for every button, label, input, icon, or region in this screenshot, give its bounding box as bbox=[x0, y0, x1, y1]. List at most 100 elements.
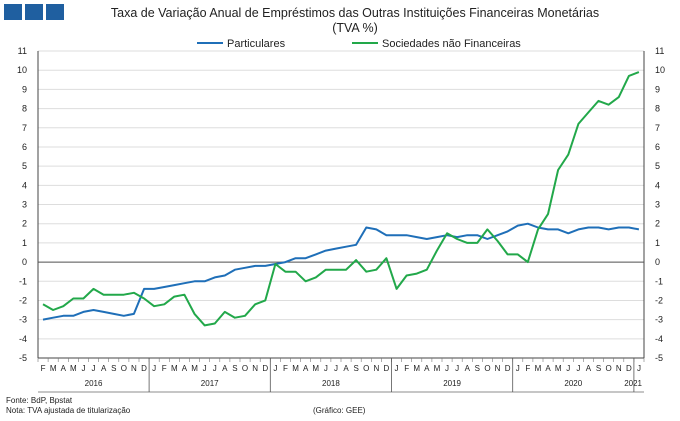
x-tick-label: M bbox=[535, 364, 542, 373]
x-tick-label: M bbox=[70, 364, 77, 373]
x-tick-label: M bbox=[413, 364, 420, 373]
y-tick-label-right: 7 bbox=[655, 123, 660, 133]
x-tick-label: N bbox=[252, 364, 258, 373]
x-tick-label: O bbox=[242, 364, 248, 373]
x-tick-label: D bbox=[626, 364, 632, 373]
series-line bbox=[42, 222, 640, 321]
x-tick-label: D bbox=[141, 364, 147, 373]
x-tick-label: J bbox=[637, 364, 641, 373]
x-tick-label: F bbox=[162, 364, 167, 373]
x-tick-label: F bbox=[41, 364, 46, 373]
x-tick-label: A bbox=[343, 364, 349, 373]
x-tick-label: D bbox=[262, 364, 268, 373]
x-tick-label: J bbox=[81, 364, 85, 373]
y-tick-label-left: -3 bbox=[19, 315, 27, 325]
y-tick-label-left: 6 bbox=[22, 142, 27, 152]
year-label: 2021 bbox=[624, 379, 642, 388]
y-tick-label-right: 9 bbox=[655, 84, 660, 94]
y-tick-label-right: 11 bbox=[655, 46, 664, 56]
y-tick-label-left: 8 bbox=[22, 104, 27, 114]
x-tick-label: A bbox=[182, 364, 188, 373]
chart-subtitle: (TVA %) bbox=[332, 21, 378, 35]
year-label: 2016 bbox=[85, 379, 103, 388]
x-tick-label: M bbox=[50, 364, 57, 373]
y-tick-label-left: 2 bbox=[22, 219, 27, 229]
y-tick-label-right: 8 bbox=[655, 104, 660, 114]
x-tick-label: J bbox=[445, 364, 449, 373]
y-tick-label-left: 0 bbox=[22, 257, 27, 267]
x-tick-label: N bbox=[616, 364, 622, 373]
x-tick-label: D bbox=[505, 364, 511, 373]
x-tick-label: N bbox=[495, 364, 501, 373]
x-tick-label: J bbox=[395, 364, 399, 373]
x-tick-label: D bbox=[384, 364, 390, 373]
x-tick-label: A bbox=[545, 364, 551, 373]
year-label: 2020 bbox=[564, 379, 582, 388]
x-tick-label: A bbox=[303, 364, 309, 373]
x-tick-label: J bbox=[203, 364, 207, 373]
y-tick-label-right: 0 bbox=[655, 257, 660, 267]
x-tick-label: J bbox=[576, 364, 580, 373]
year-label: 2019 bbox=[443, 379, 461, 388]
y-tick-label-right: 4 bbox=[655, 180, 660, 190]
x-tick-label: J bbox=[334, 364, 338, 373]
footnote: Nota: TVA ajustada de titularização bbox=[6, 406, 131, 415]
x-tick-label: F bbox=[404, 364, 409, 373]
legend-label: Particulares bbox=[227, 38, 286, 50]
source-note: Fonte: BdP, Bpstat bbox=[6, 396, 73, 405]
y-tick-label-left: -4 bbox=[19, 334, 27, 344]
x-tick-label: S bbox=[596, 364, 601, 373]
brand-logo bbox=[4, 4, 64, 20]
x-tick-label: J bbox=[455, 364, 459, 373]
y-tick-label-left: 7 bbox=[22, 123, 27, 133]
y-tick-label-right: 6 bbox=[655, 142, 660, 152]
x-tick-label: A bbox=[101, 364, 107, 373]
year-label: 2017 bbox=[201, 379, 219, 388]
x-tick-label: N bbox=[373, 364, 379, 373]
x-tick-label: A bbox=[424, 364, 430, 373]
x-tick-label: O bbox=[363, 364, 369, 373]
y-tick-label-right: -3 bbox=[655, 315, 663, 325]
y-tick-label-right: 2 bbox=[655, 219, 660, 229]
x-tick-label: F bbox=[283, 364, 288, 373]
x-tick-label: J bbox=[213, 364, 217, 373]
y-tick-label-left: -2 bbox=[19, 295, 27, 305]
x-tick-label: S bbox=[232, 364, 237, 373]
chart-title: Taxa de Variação Anual de Empréstimos da… bbox=[111, 6, 599, 20]
y-tick-label-right: 10 bbox=[655, 65, 665, 75]
y-tick-label-right: -5 bbox=[655, 353, 663, 363]
x-tick-label: O bbox=[484, 364, 490, 373]
x-tick-label: N bbox=[131, 364, 137, 373]
series-lines bbox=[42, 71, 640, 327]
x-tick-label: S bbox=[111, 364, 116, 373]
x-tick-label: M bbox=[171, 364, 178, 373]
x-tick-label: M bbox=[555, 364, 562, 373]
y-tick-label-left: 5 bbox=[22, 161, 27, 171]
y-tick-label-left: -5 bbox=[19, 353, 27, 363]
y-tick-label-right: -4 bbox=[655, 334, 663, 344]
x-tick-label: J bbox=[324, 364, 328, 373]
x-tick-label: M bbox=[191, 364, 198, 373]
legend: Particulares Sociedades não Financeiras bbox=[197, 38, 521, 50]
axes: -5 -5-4 -4-3 -3-2 -2-1 -10 01 12 23 34 45 56 67 78 89 9… bbox=[17, 46, 665, 393]
logo-block bbox=[4, 4, 22, 20]
x-tick-label: M bbox=[292, 364, 299, 373]
logo-block bbox=[25, 4, 43, 20]
x-tick-label: A bbox=[465, 364, 471, 373]
x-tick-label: S bbox=[475, 364, 480, 373]
year-label: 2018 bbox=[322, 379, 340, 388]
logo-block bbox=[46, 4, 64, 20]
y-tick-label-right: 5 bbox=[655, 161, 660, 171]
series-line bbox=[42, 71, 640, 327]
x-tick-label: J bbox=[566, 364, 570, 373]
x-tick-label: O bbox=[606, 364, 612, 373]
x-tick-label: A bbox=[61, 364, 67, 373]
grid bbox=[38, 50, 644, 359]
y-tick-label-left: -1 bbox=[19, 276, 27, 286]
x-tick-label: A bbox=[222, 364, 228, 373]
x-tick-label: M bbox=[312, 364, 319, 373]
y-tick-label-right: 1 bbox=[655, 238, 660, 248]
y-tick-label-left: 1 bbox=[22, 238, 27, 248]
x-tick-label: S bbox=[353, 364, 358, 373]
